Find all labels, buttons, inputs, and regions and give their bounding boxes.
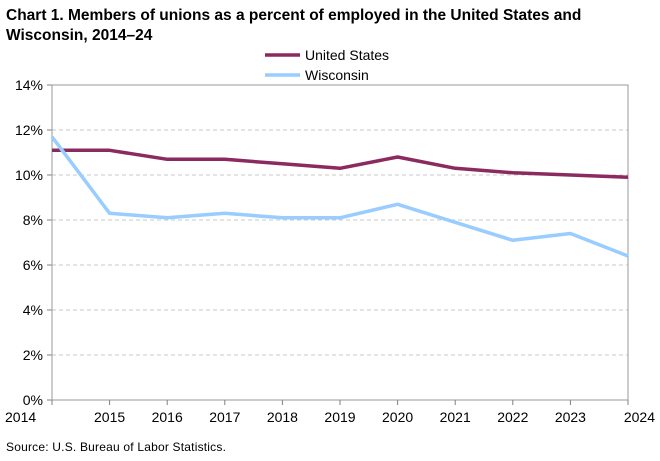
x-tick-label: 2023 <box>555 409 586 425</box>
gridlines <box>52 84 628 356</box>
x-tick-label: 2015 <box>94 409 125 425</box>
x-tick-label: 2024 <box>624 409 655 425</box>
series-lines <box>50 135 629 258</box>
y-tick-labels: 0% 2% 4% 6% 8% 10% 12% 14% <box>15 77 43 408</box>
chart-title-line-1: Chart 1. Members of unions as a percent … <box>6 7 582 24</box>
chart-title: Chart 1. Members of unions as a percent … <box>6 6 646 46</box>
x-tick-label: 2017 <box>209 409 240 425</box>
y-tick-label: 12% <box>15 122 43 138</box>
legend-label-united-states: United States <box>305 47 389 63</box>
series-line-wisconsin <box>50 135 629 258</box>
x-tick-label: 2019 <box>324 409 355 425</box>
chart-title-line-2: Wisconsin, 2014–24 <box>6 27 153 44</box>
x-tick-label: 2021 <box>440 409 471 425</box>
y-tick-label: 2% <box>23 347 43 363</box>
x-tick-label: 2016 <box>152 409 183 425</box>
y-tick-label: 6% <box>23 257 43 273</box>
y-tick-label: 10% <box>15 167 43 183</box>
x-tick-label: 2014 <box>5 409 36 425</box>
y-tick-label: 8% <box>23 212 43 228</box>
y-tick-label: 14% <box>15 77 43 93</box>
source-note: Source: U.S. Bureau of Labor Statistics. <box>6 440 227 454</box>
legend: United States Wisconsin <box>265 47 389 83</box>
y-tick-label: 4% <box>23 302 43 318</box>
legend-label-wisconsin: Wisconsin <box>305 67 369 83</box>
x-tick-label: 2018 <box>267 409 298 425</box>
y-tick-label: 0% <box>23 392 43 408</box>
x-tick-label: 2020 <box>382 409 413 425</box>
axes <box>47 84 629 405</box>
plot-area-border <box>51 84 629 401</box>
x-tick-labels: 2014 2015 2016 2017 2018 2019 2020 2021 2022 2023… <box>5 409 655 425</box>
series-line-united-states <box>52 148 629 180</box>
x-tick-label: 2022 <box>497 409 528 425</box>
